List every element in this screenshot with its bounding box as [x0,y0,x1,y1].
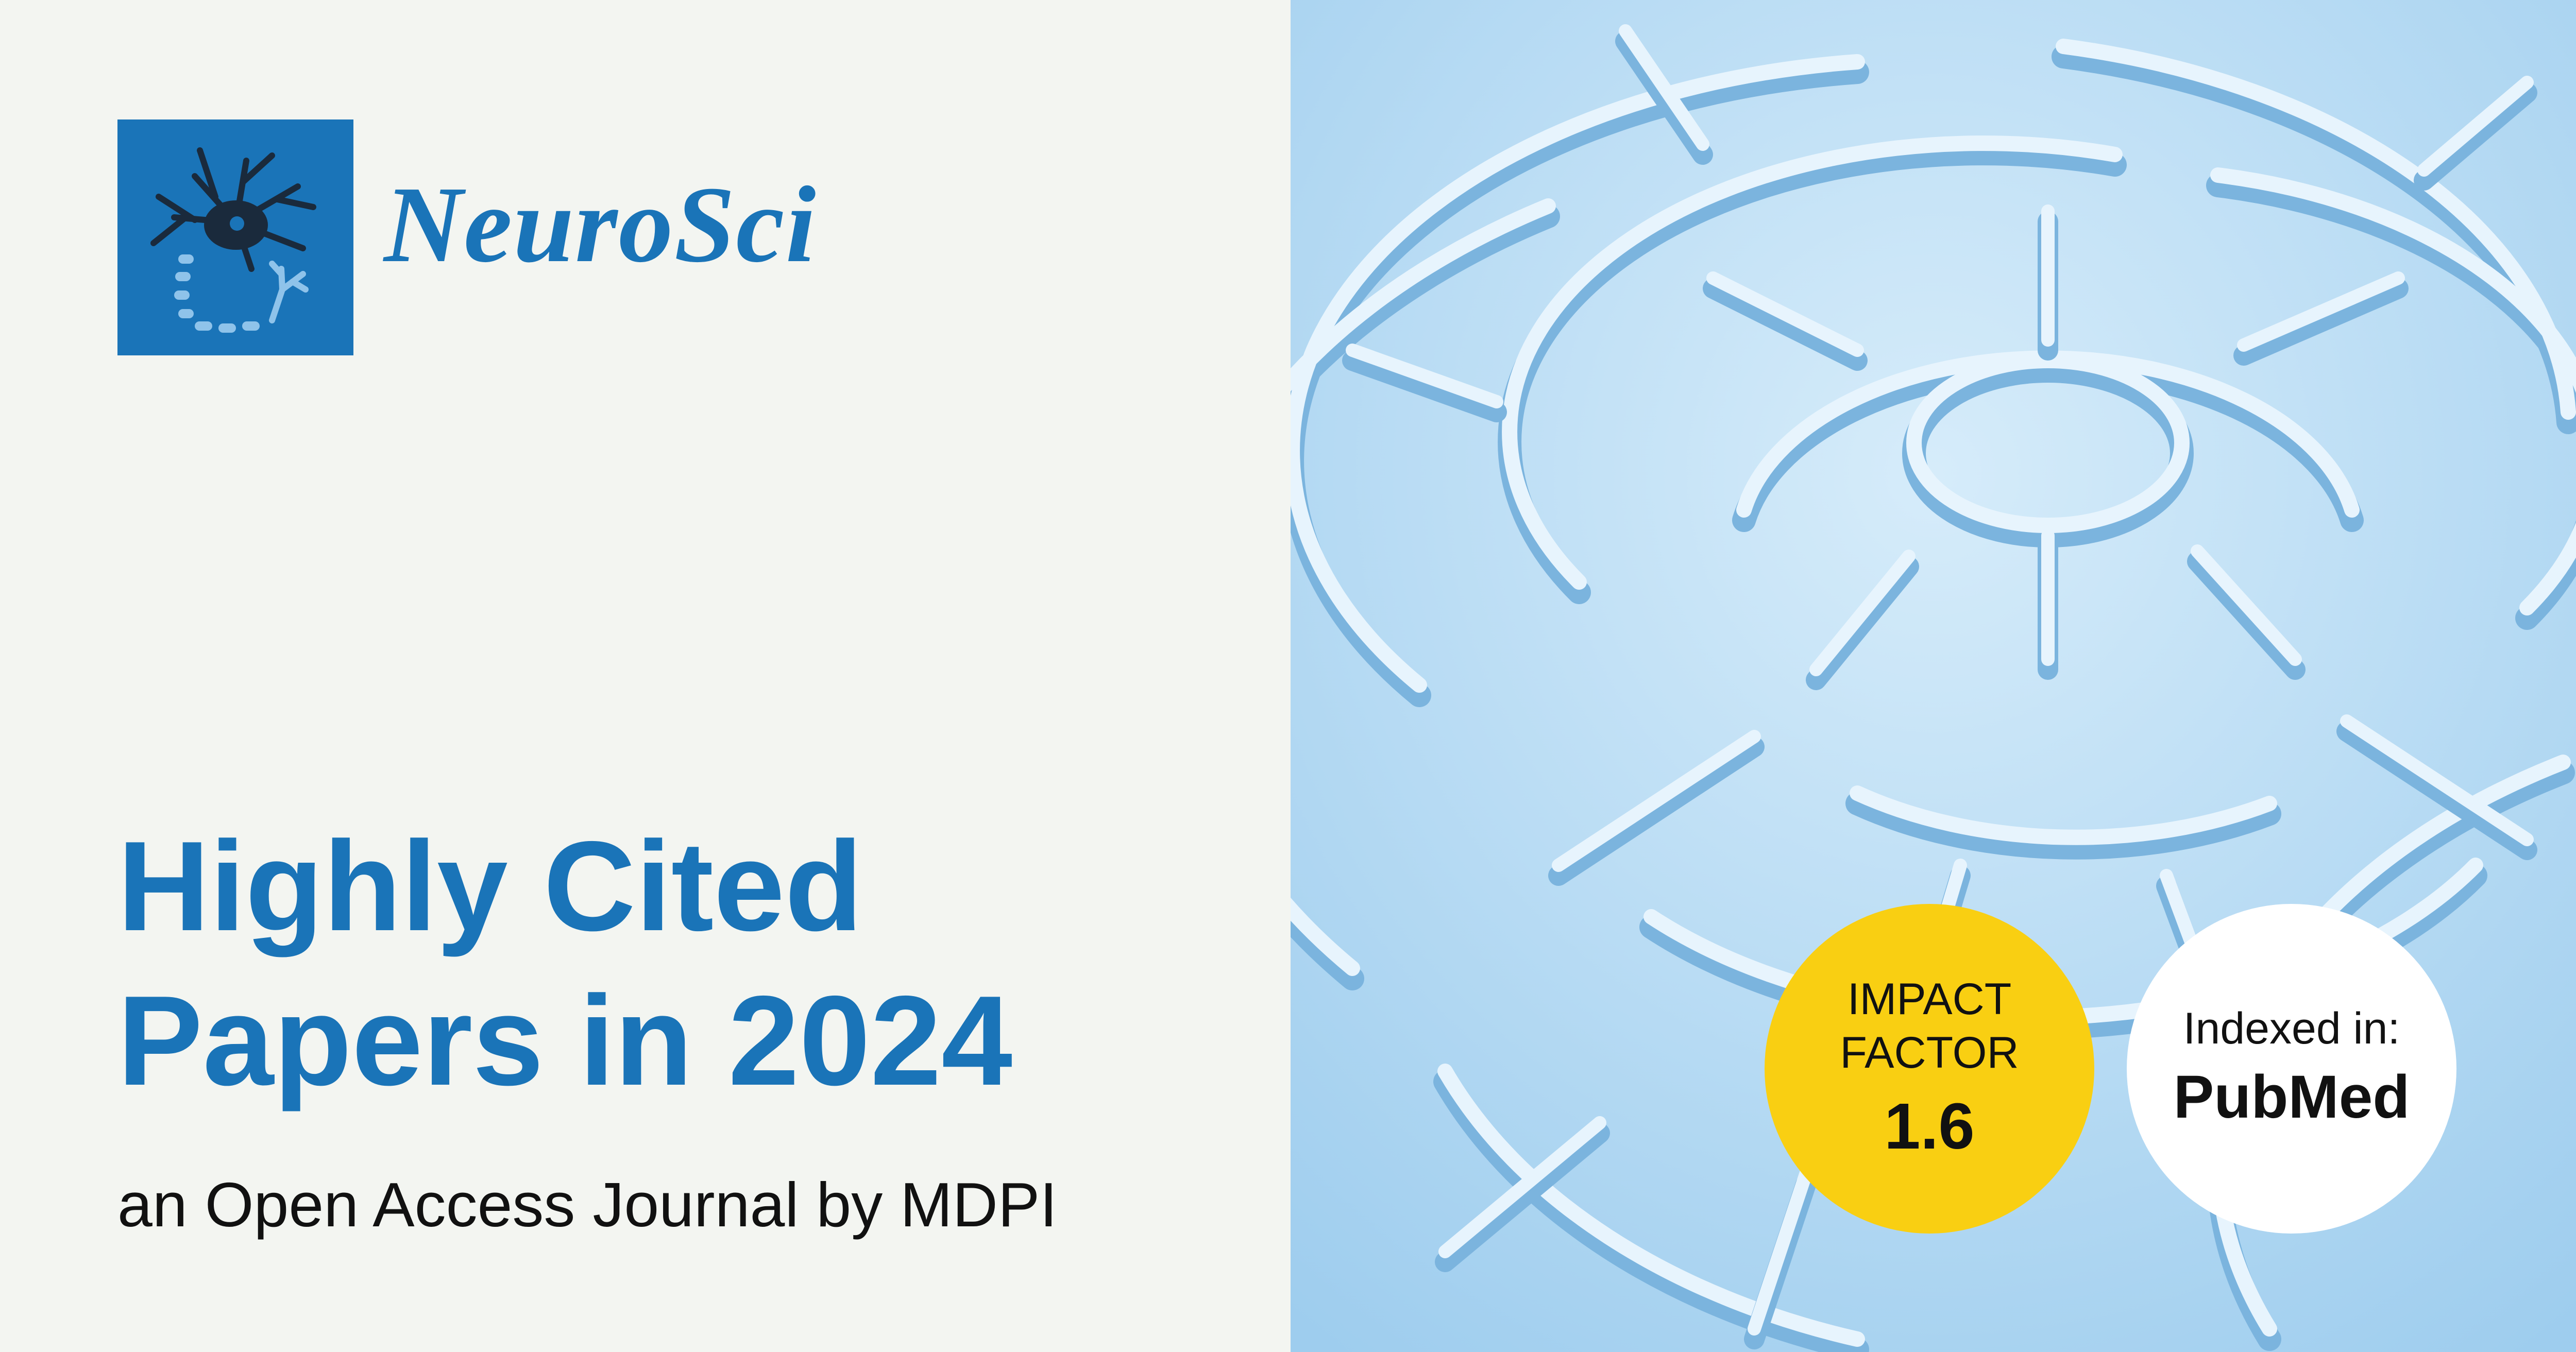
left-panel: NeuroSci Highly Cited Papers in 2024 an … [117,119,1058,1240]
impact-factor-badge: IMPACT FACTOR 1.6 [1765,904,2094,1234]
headline-line-2: Papers in 2024 [117,969,1013,1112]
journal-name: NeuroSci [384,164,817,285]
impact-factor-value: 1.6 [1884,1090,1975,1162]
journal-logo [117,119,353,355]
headline-line-1: Highly Cited [117,814,863,957]
subtitle: an Open Access Journal by MDPI [117,1170,1058,1240]
pubmed-label: PubMed [2173,1063,2410,1131]
pubmed-badge: Indexed in: PubMed [2127,904,2456,1234]
impact-factor-label-2: FACTOR [1840,1028,2019,1077]
indexed-in-label: Indexed in: [2183,1004,2400,1053]
neuron-icon [150,147,316,333]
impact-factor-label-1: IMPACT [1847,974,2012,1024]
headline: Highly Cited Papers in 2024 [117,809,1012,1118]
